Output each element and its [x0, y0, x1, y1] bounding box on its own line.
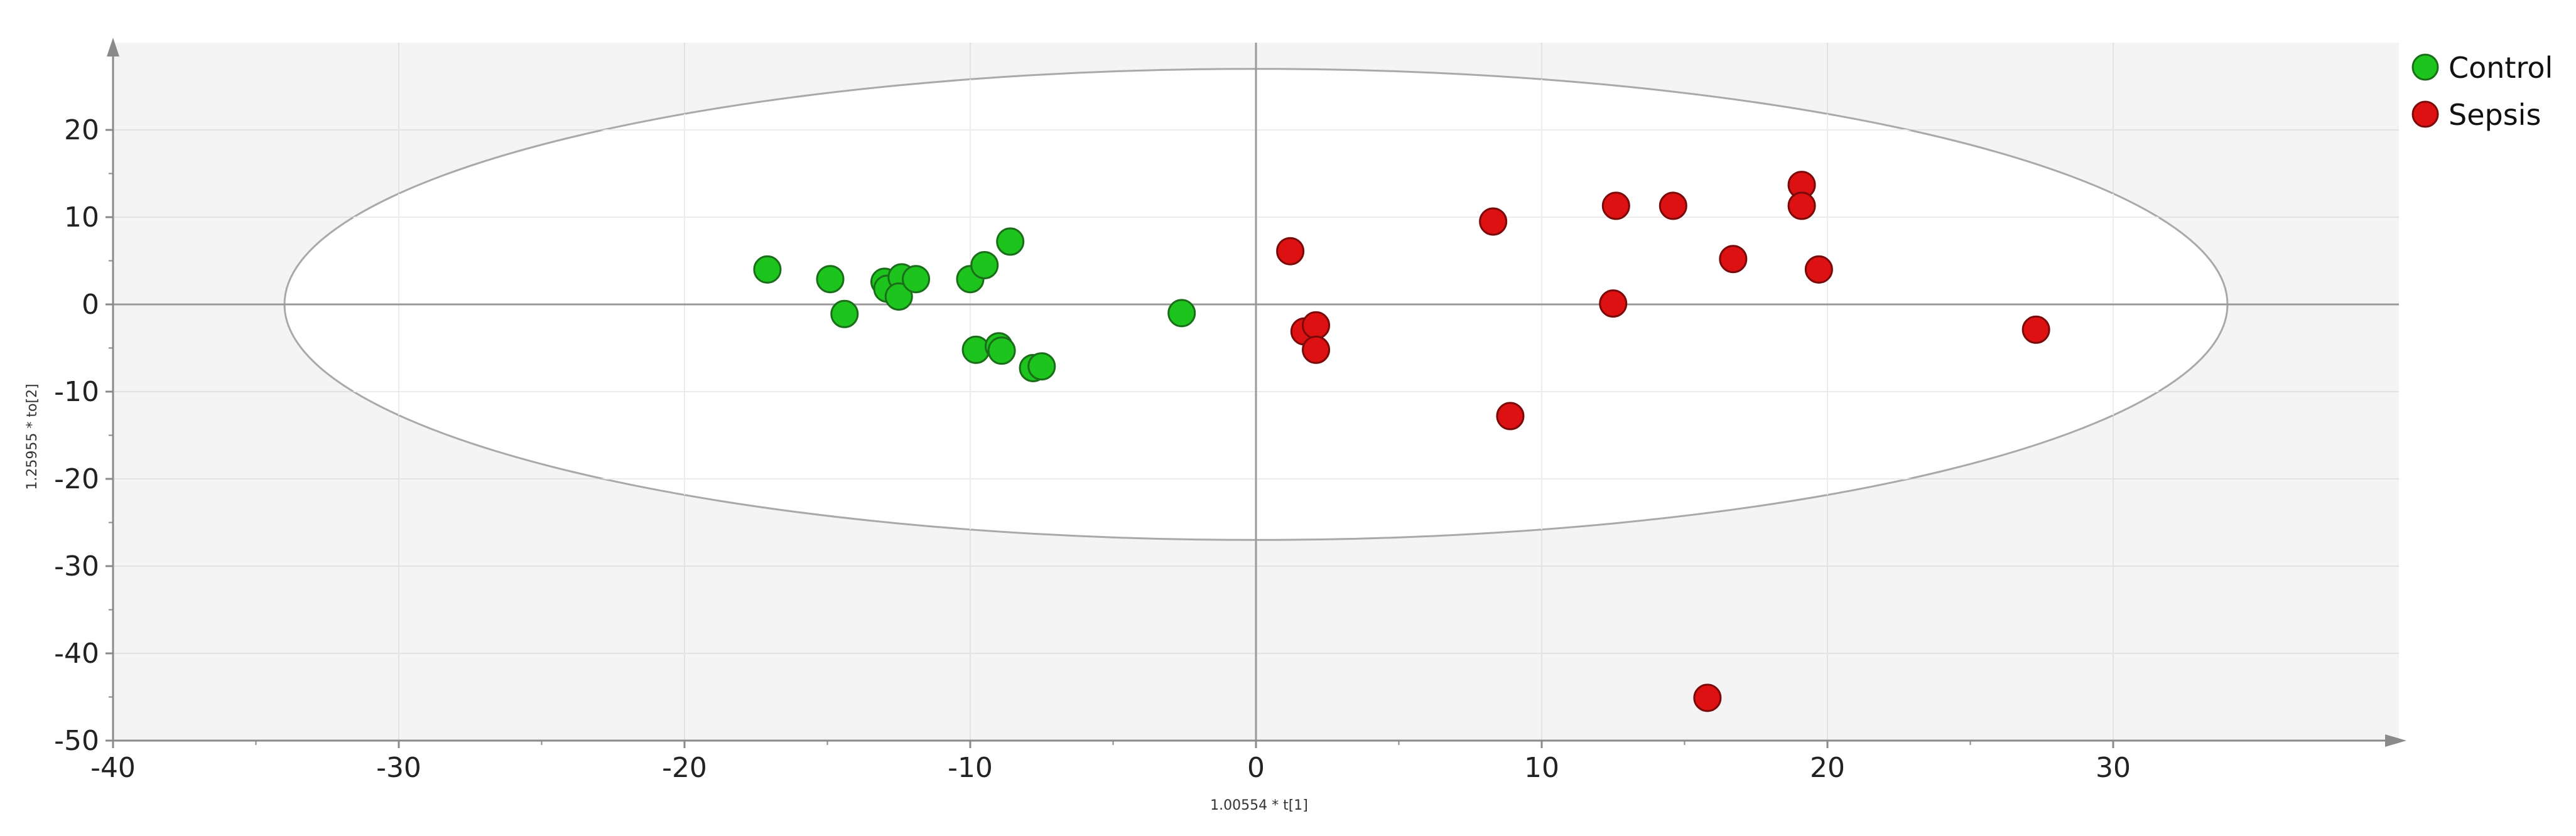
- y-tick-label: -10: [54, 376, 99, 408]
- legend: Control Sepsis: [2411, 51, 2553, 132]
- data-point-sepsis: [1302, 335, 1331, 364]
- data-point-control: [816, 265, 845, 294]
- data-point-sepsis: [1302, 311, 1331, 340]
- data-point-sepsis: [1719, 245, 1748, 274]
- data-point-sepsis: [1599, 289, 1628, 318]
- legend-label-control: Control: [2449, 51, 2553, 85]
- data-point-control: [884, 282, 913, 311]
- x-tick-label: 0: [1247, 752, 1265, 784]
- data-point-sepsis: [1479, 207, 1508, 236]
- data-point-control: [902, 265, 931, 294]
- y-tick-label: -20: [54, 463, 99, 495]
- data-point-control: [987, 336, 1016, 365]
- data-point-sepsis: [1601, 191, 1630, 220]
- legend-marker-control: [2411, 53, 2439, 81]
- y-tick-label: 0: [82, 289, 99, 321]
- y-axis-arrow: [107, 38, 119, 56]
- x-axis-title: 1.00554 * t[1]: [1210, 798, 1308, 813]
- legend-marker-sepsis: [2411, 100, 2439, 128]
- data-point-sepsis: [1276, 237, 1305, 265]
- data-point-sepsis: [2021, 315, 2050, 344]
- data-point-sepsis: [1787, 191, 1816, 220]
- data-point-sepsis: [1804, 255, 1833, 284]
- data-point-control: [753, 255, 782, 284]
- y-axis-title: 1.25955 * to[2]: [24, 383, 40, 490]
- data-point-control: [996, 227, 1025, 256]
- points-layer: [753, 171, 2050, 712]
- data-point-sepsis: [1693, 683, 1722, 712]
- x-tick-label: 30: [2096, 752, 2131, 784]
- data-point-control: [1167, 299, 1196, 328]
- data-point-sepsis: [1659, 191, 1687, 220]
- y-tick-label: -40: [54, 638, 99, 670]
- x-tick-label: 20: [1810, 752, 1845, 784]
- y-tick-label: -50: [54, 725, 99, 757]
- x-tick-label: -30: [376, 752, 421, 784]
- x-tick-label: -20: [662, 752, 707, 784]
- series-control: [753, 227, 1196, 382]
- data-point-control: [970, 250, 999, 279]
- data-point-control: [830, 299, 859, 328]
- y-tick-label: 10: [64, 201, 99, 233]
- x-axis-arrow: [2385, 734, 2406, 747]
- legend-label-sepsis: Sepsis: [2449, 98, 2541, 132]
- x-tick-label: 10: [1524, 752, 1559, 784]
- x-tick-label: -40: [90, 752, 136, 784]
- series-sepsis: [1276, 171, 2050, 712]
- data-point-sepsis: [1496, 402, 1525, 431]
- x-tick-label: -10: [948, 752, 993, 784]
- y-tick-label: 20: [64, 114, 99, 146]
- y-tick-label: -30: [54, 550, 99, 582]
- data-point-control: [1027, 352, 1056, 381]
